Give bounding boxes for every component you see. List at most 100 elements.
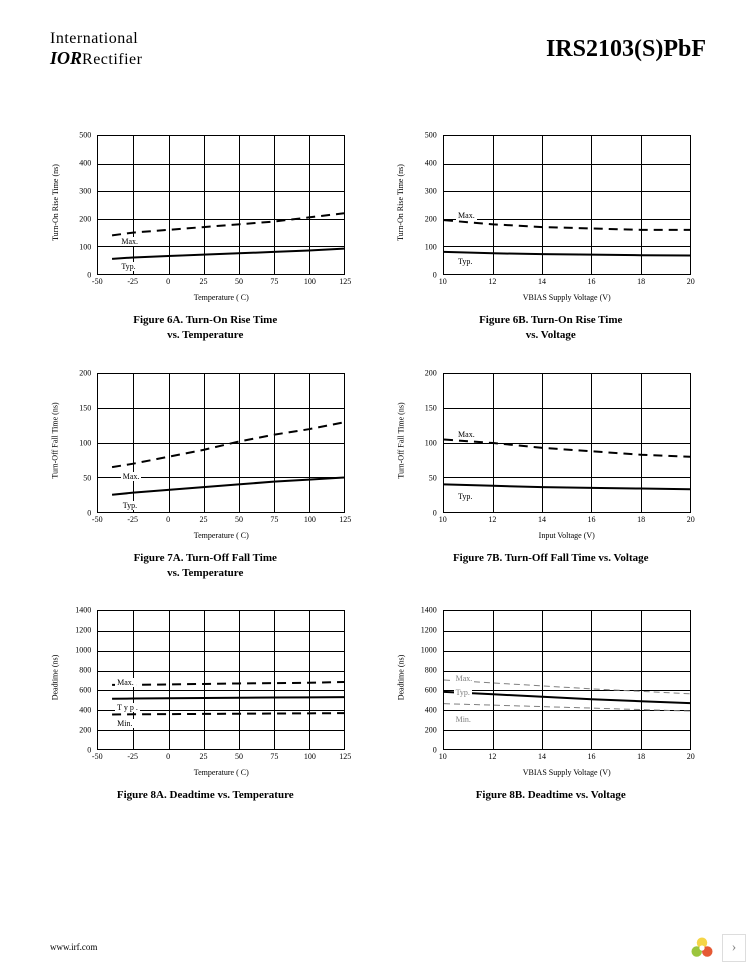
ytick: 800: [425, 666, 437, 675]
ytick: 0: [433, 271, 437, 280]
ytick: 0: [87, 271, 91, 280]
series-label-max: Max.: [454, 674, 475, 683]
ytick: 0: [87, 508, 91, 517]
ytick: 200: [79, 368, 91, 377]
ytick: 400: [425, 159, 437, 168]
ytick: 400: [79, 706, 91, 715]
chart-7b: Max.Typ.101214161820050100150200Turn-Off…: [401, 368, 701, 543]
xtick: 0: [166, 277, 170, 286]
ytick: 300: [425, 187, 437, 196]
panel-6b: Max.Typ.1012141618200100200300400500Turn…: [396, 130, 707, 343]
series-label-max: Max.: [456, 211, 477, 220]
ylabel: Deadtime (ns): [391, 605, 411, 750]
ylabel-text: Turn-Off Fall Time (ns): [51, 402, 60, 478]
chart-6b: Max.Typ.1012141618200100200300400500Turn…: [401, 130, 701, 305]
xtick: 12: [488, 752, 496, 761]
series-label-max: Max.: [121, 472, 142, 481]
xticks: -50-250255075100125: [97, 277, 345, 289]
caption-text: Figure 8B. Deadtime vs. Voltage: [476, 789, 626, 801]
panel-7a: Max.Typ.-50-250255075100125050100150200T…: [50, 368, 361, 581]
xlabel: Input Voltage (V): [443, 531, 691, 543]
ytick: 600: [79, 686, 91, 695]
ytick: 500: [79, 131, 91, 140]
page-corner-decor: ›: [688, 934, 746, 962]
footer-url: www.irf.com: [50, 942, 97, 952]
xticks: 101214161820: [443, 752, 691, 764]
ylabel: Deadtime (ns): [45, 605, 65, 750]
series-min: [444, 704, 690, 711]
series-label-typ: T y p .: [115, 703, 140, 712]
ytick: 1400: [75, 606, 91, 615]
logo-ir: IOR: [50, 48, 82, 68]
series-label-typ: Typ.: [454, 688, 472, 697]
ytick: 150: [425, 403, 437, 412]
xtick: 14: [538, 752, 546, 761]
xtick: 16: [588, 515, 596, 524]
caption-7a: Figure 7A. Turn-Off Fall Time vs. Temper…: [134, 551, 277, 581]
ylabel-text: Deadtime (ns): [51, 655, 60, 701]
xlabel: VBIAS Supply Voltage (V): [443, 768, 691, 780]
xticks: -50-250255075100125: [97, 752, 345, 764]
caption-text: Figure 8A. Deadtime vs. Temperature: [117, 789, 294, 801]
chart-8b: Max.Typ.Min.1012141618200200400600800100…: [401, 605, 701, 780]
flower-icon: [688, 934, 716, 962]
plot-area: Max.Typ.: [97, 373, 345, 513]
caption-7b: Figure 7B. Turn-Off Fall Time vs. Voltag…: [453, 551, 649, 566]
plot-area: Max.Typ.Min.: [443, 610, 691, 750]
xticks: -50-250255075100125: [97, 515, 345, 527]
caption-text: vs. Temperature: [167, 567, 243, 579]
series-typ: [112, 477, 344, 494]
caption-text: vs. Voltage: [526, 329, 576, 341]
chevron-right-icon: ›: [722, 934, 746, 962]
series-label-typ: Typ.: [456, 492, 474, 501]
xtick: 75: [270, 515, 278, 524]
xtick: 12: [488, 515, 496, 524]
ytick: 1000: [75, 646, 91, 655]
plot-area: Max.T y p .Min.: [97, 610, 345, 750]
logo-line2: IORRectifier: [50, 48, 142, 69]
caption-6b: Figure 6B. Turn-On Rise Time vs. Voltage: [479, 313, 622, 343]
ytick: 100: [79, 438, 91, 447]
logo-line1: International: [50, 30, 142, 48]
xtick: 50: [235, 515, 243, 524]
xtick: -25: [127, 277, 138, 286]
xtick: 14: [538, 515, 546, 524]
caption-text: Figure 6A. Turn-On Rise Time: [133, 314, 277, 326]
series-label-max: Max.: [119, 237, 140, 246]
xtick: -50: [92, 515, 103, 524]
xtick: 18: [637, 752, 645, 761]
plot-svg: [98, 374, 344, 512]
caption-text: vs. Temperature: [167, 329, 243, 341]
chart-8a: Max.T y p .Min.-50-250255075100125020040…: [55, 605, 355, 780]
ylabel-text: Deadtime (ns): [396, 655, 405, 701]
ytick: 100: [425, 438, 437, 447]
company-logo: International IORRectifier: [50, 30, 142, 70]
xlabel: VBIAS Supply Voltage (V): [443, 293, 691, 305]
caption-6a: Figure 6A. Turn-On Rise Time vs. Tempera…: [133, 313, 277, 343]
series-label-max: Max.: [115, 678, 136, 687]
xtick: 0: [166, 752, 170, 761]
xtick: 16: [588, 752, 596, 761]
xtick: 20: [687, 277, 695, 286]
ylabel: Turn-On Rise Time (ns): [45, 130, 65, 275]
series-typ: [112, 249, 344, 259]
page-header: International IORRectifier IRS2103(S)PbF: [50, 30, 706, 70]
xtick: 14: [538, 277, 546, 286]
ylabel-text: Turn-On Rise Time (ns): [51, 164, 60, 241]
ytick: 600: [425, 686, 437, 695]
ylabel: Turn-On Rise Time (ns): [391, 130, 411, 275]
chart-7a: Max.Typ.-50-250255075100125050100150200T…: [55, 368, 355, 543]
plot-area: Max. Typ.: [443, 373, 691, 513]
series-max: [444, 220, 690, 230]
xtick: 10: [439, 752, 447, 761]
ytick: 1200: [421, 626, 437, 635]
xticks: 101214161820: [443, 515, 691, 527]
series-max: [112, 213, 344, 235]
xtick: 25: [200, 277, 208, 286]
ytick: 50: [83, 473, 91, 482]
panel-8b: Max.Typ.Min.1012141618200200400600800100…: [396, 605, 707, 803]
series-label-max: Max.: [456, 430, 477, 439]
caption-text: Figure 7A. Turn-Off Fall Time: [134, 552, 277, 564]
xtick: 125: [339, 515, 351, 524]
xtick: 20: [687, 752, 695, 761]
